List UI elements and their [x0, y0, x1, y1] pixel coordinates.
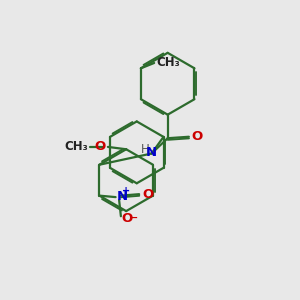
Text: O: O	[94, 140, 106, 153]
Text: +: +	[122, 186, 130, 196]
Text: O: O	[142, 188, 153, 201]
Text: H: H	[141, 143, 149, 157]
Text: CH₃: CH₃	[156, 56, 180, 70]
Text: N: N	[145, 146, 156, 159]
Text: O: O	[192, 130, 203, 143]
Text: O: O	[122, 212, 133, 224]
Text: CH₃: CH₃	[64, 140, 88, 153]
Text: −: −	[129, 213, 139, 223]
Text: N: N	[116, 190, 128, 203]
